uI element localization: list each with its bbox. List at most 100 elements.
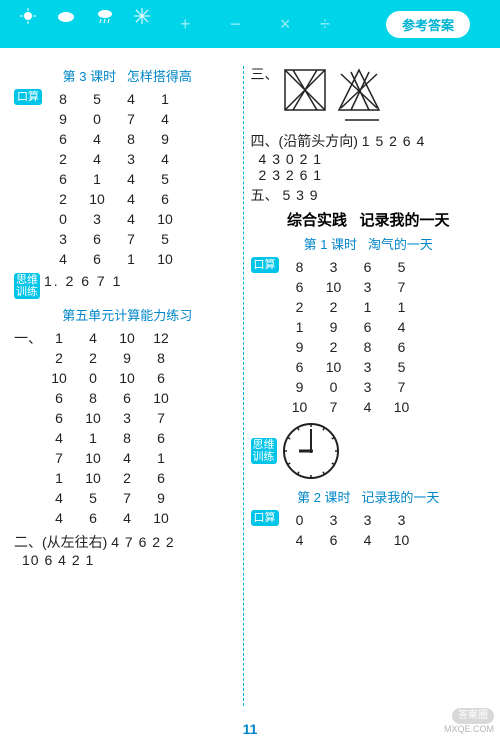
grid-cell: 10 (76, 408, 110, 428)
grid-cell: 2 (46, 149, 80, 169)
right-kousuan-row: 口算 836561037221119649286610359037107410 (251, 257, 486, 417)
grid-cell: 10 (148, 209, 182, 229)
snowflake-icon (134, 8, 150, 24)
siwei-label: 思维 训练 (14, 273, 40, 299)
sec4-label: (沿箭头方向) (279, 133, 358, 149)
grid-cell: 4 (110, 448, 144, 468)
grid-cell: 5 (148, 169, 182, 189)
watermark: 答案圈 MXQE.COM (444, 708, 494, 735)
plus-symbol: + (180, 14, 191, 35)
times-symbol: × (280, 14, 291, 35)
grid-cell: 3 (46, 229, 80, 249)
grid-cell: 9 (148, 129, 182, 149)
grid-cell: 1 (148, 89, 182, 109)
grid-cell: 5 (76, 488, 110, 508)
grid-cell: 6 (144, 428, 178, 448)
grid-cell: 2 (110, 468, 144, 488)
grid-cell: 4 (42, 428, 76, 448)
lesson1-period: 第 1 课时 (304, 237, 357, 252)
grid-cell: 7 (144, 408, 178, 428)
grid-cell: 8 (283, 257, 317, 277)
grid-cell: 4 (283, 530, 317, 550)
grid-cell: 6 (80, 229, 114, 249)
practice-title-left: 综合实践 (287, 212, 347, 229)
grid-cell: 9 (283, 337, 317, 357)
grid-cell: 10 (80, 189, 114, 209)
sec2-prefix: 二、 (14, 534, 42, 550)
grid-cell: 2 (317, 337, 351, 357)
lesson3-period: 第 3 课时 (63, 69, 116, 84)
right-siwei-label: 思维 训练 (251, 438, 277, 464)
right-kousuan-label: 口算 (251, 257, 279, 273)
grid-cell: 7 (110, 488, 144, 508)
lesson2-period: 第 2 课时 (297, 490, 350, 505)
grid-cell: 4 (351, 530, 385, 550)
grid-cell: 8 (351, 337, 385, 357)
grid-cell: 7 (385, 377, 419, 397)
lesson3-title: 第 3 课时 怎样搭得高 (14, 66, 241, 85)
grid-cell: 2 (46, 189, 80, 209)
grid-cell: 0 (283, 510, 317, 530)
grid-cell: 6 (351, 257, 385, 277)
grid-cell: 9 (46, 109, 80, 129)
grid-cell: 10 (76, 468, 110, 488)
kousuan-label: 口算 (14, 89, 42, 105)
right-kousuan-grid: 836561037221119649286610359037107410 (283, 257, 419, 417)
grid-cell: 3 (317, 257, 351, 277)
grid-cell: 0 (46, 209, 80, 229)
grid-cell: 6 (144, 368, 178, 388)
sec3-prefix: 三、 (251, 64, 279, 84)
grid-cell: 10 (385, 530, 419, 550)
grid-cell: 2 (317, 297, 351, 317)
header-icons (20, 8, 150, 24)
grid-cell: 1 (42, 328, 76, 348)
grid-cell: 4 (80, 149, 114, 169)
grid-cell: 3 (351, 377, 385, 397)
grid-cell: 9 (317, 317, 351, 337)
grid-cell: 8 (46, 89, 80, 109)
sec4-block: 四、(沿箭头方向) 1 5 2 6 4 4 3 0 2 1 2 3 2 6 1 (251, 131, 486, 183)
grid-cell: 4 (351, 397, 385, 417)
grid-cell: 1 (351, 297, 385, 317)
sec1-grid: 1410122298100106686106103741867104111026… (42, 328, 178, 528)
sec5-prefix: 五、 (251, 187, 279, 203)
grid-cell: 4 (42, 488, 76, 508)
grid-cell: 6 (317, 530, 351, 550)
grid-cell: 3 (317, 510, 351, 530)
grid-cell: 9 (144, 488, 178, 508)
sec1-prefix: 一、 (14, 328, 42, 348)
grid-cell: 7 (42, 448, 76, 468)
grid-cell: 6 (385, 337, 419, 357)
grid-cell: 10 (42, 368, 76, 388)
grid-cell: 3 (351, 510, 385, 530)
lesson2-name: 记录我的一天 (361, 490, 439, 505)
grid-cell: 1 (80, 169, 114, 189)
grid-cell: 10 (110, 368, 144, 388)
grid-cell: 10 (144, 508, 178, 528)
grid-cell: 1 (114, 249, 148, 269)
grid-cell: 10 (385, 397, 419, 417)
grid-cell: 3 (114, 149, 148, 169)
grid-cell: 4 (110, 508, 144, 528)
grid-cell: 6 (148, 189, 182, 209)
grid-cell: 4 (46, 249, 80, 269)
watermark-url: MXQE.COM (444, 724, 494, 734)
header-bar: + − × ÷ 参考答案 (0, 0, 500, 48)
grid-cell: 1 (144, 448, 178, 468)
grid-cell: 1 (42, 468, 76, 488)
right-kousuan2-grid: 033346410 (283, 510, 419, 550)
unit5-title: 第五单元计算能力练习 (14, 305, 241, 324)
sec5-block: 五、 5 3 9 (251, 185, 486, 205)
grid-cell: 9 (283, 377, 317, 397)
grid-cell: 10 (144, 388, 178, 408)
grid-cell: 5 (80, 89, 114, 109)
lesson2-title: 第 2 课时 记录我的一天 (251, 487, 486, 506)
minus-symbol: − (230, 14, 241, 35)
lesson1-title: 第 1 课时 淘气的一天 (251, 234, 486, 253)
grid-cell: 2 (42, 348, 76, 368)
grid-cell: 6 (351, 317, 385, 337)
watermark-badge: 答案圈 (452, 708, 494, 724)
grid-cell: 10 (317, 277, 351, 297)
right-kousuan2-row: 口算 033346410 (251, 510, 486, 550)
lesson3-name: 怎样搭得高 (127, 69, 192, 84)
